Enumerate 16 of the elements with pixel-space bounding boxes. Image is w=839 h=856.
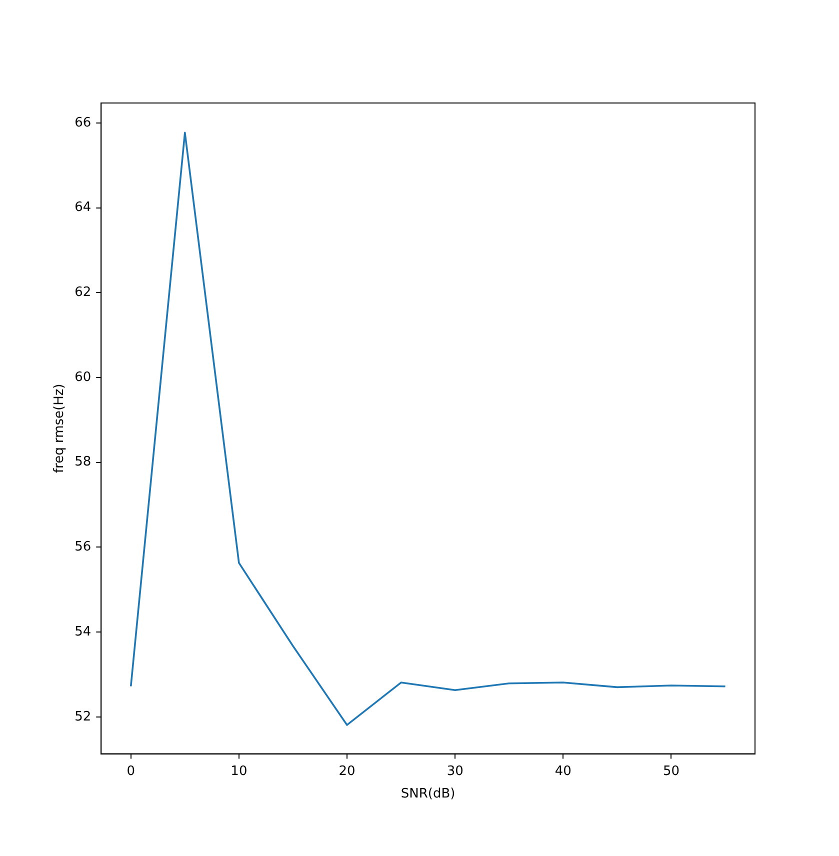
x-tick-label: 0: [126, 764, 136, 779]
y-tick-label: 54: [74, 624, 92, 640]
x-axis-title: SNR(dB): [400, 786, 456, 802]
x-tick-label: 30: [446, 764, 464, 779]
x-tick-label: 40: [554, 764, 572, 779]
y-tick-label: 62: [74, 285, 92, 300]
y-tick-label: 58: [74, 454, 92, 470]
y-axis-title: freq rmse(Hz): [52, 384, 68, 474]
x-tick-label: 10: [230, 764, 248, 779]
x-tick-label: 20: [338, 764, 356, 779]
y-tick-label: 56: [74, 540, 92, 555]
y-tick-label: 60: [74, 370, 92, 385]
y-tick-label: 66: [74, 115, 92, 130]
x-tick-label: 50: [662, 764, 680, 779]
y-tick-label: 52: [74, 709, 92, 724]
y-tick-label: 64: [74, 200, 92, 216]
